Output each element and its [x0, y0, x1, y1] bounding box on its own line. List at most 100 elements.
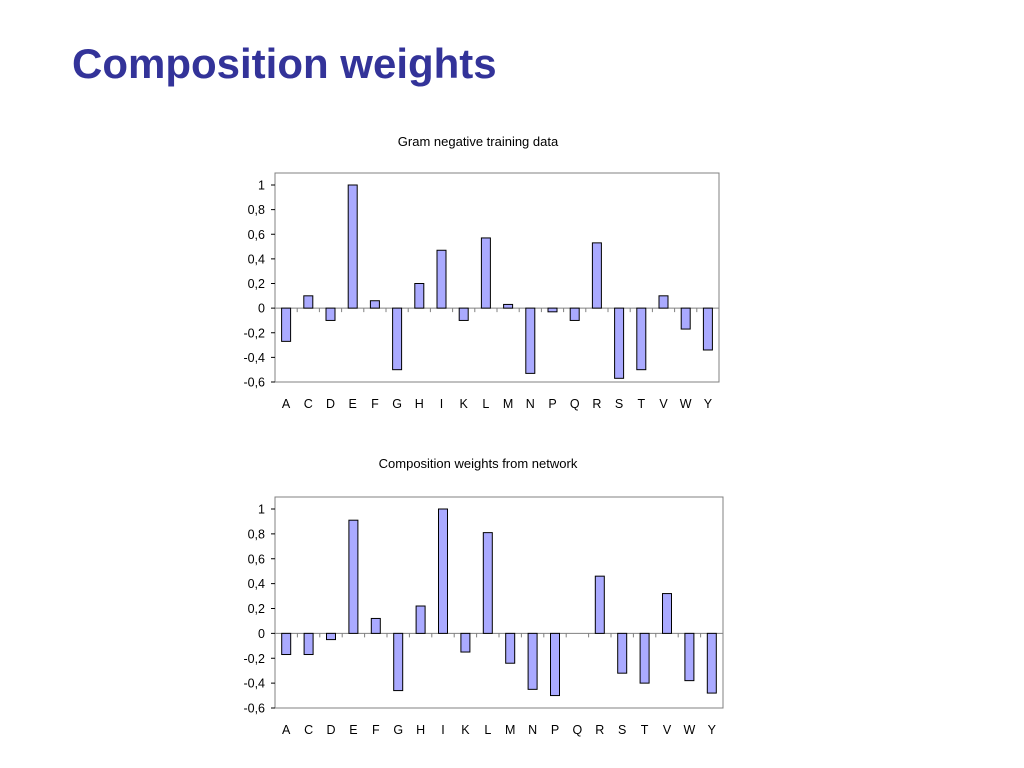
bar-k — [458, 307, 469, 321]
y-tick-label: 0 — [258, 302, 265, 316]
y-tick-label: 0,2 — [248, 277, 265, 291]
bar-t — [636, 307, 647, 371]
bar-q — [569, 307, 580, 321]
y-tick-label: 0,8 — [248, 527, 265, 541]
bar-f — [370, 617, 381, 634]
x-category-label: S — [615, 397, 623, 411]
y-tick-label: -0,2 — [243, 652, 265, 666]
x-category-label: V — [659, 397, 668, 411]
bar-r — [594, 575, 605, 634]
bar-g — [392, 307, 403, 371]
x-category-label: G — [392, 397, 402, 411]
chart-title: Composition weights from network — [379, 456, 578, 471]
x-category-label: P — [551, 723, 559, 737]
bar-s — [614, 307, 625, 379]
x-category-label: K — [460, 397, 469, 411]
y-tick-label: 1 — [258, 179, 265, 193]
x-category-label: Q — [570, 397, 580, 411]
x-category-label: L — [482, 397, 489, 411]
plot-frame — [274, 496, 724, 709]
plot-frame — [274, 172, 720, 383]
y-tick-label: 0,2 — [248, 602, 265, 616]
x-category-label: F — [372, 723, 380, 737]
bar-e — [347, 184, 358, 309]
y-tick-label: 0,6 — [248, 228, 265, 242]
bar-h — [415, 605, 426, 634]
x-category-label: L — [484, 723, 491, 737]
x-category-label: E — [349, 723, 357, 737]
bar-n — [525, 307, 536, 374]
x-category-label: C — [304, 723, 313, 737]
y-tick-label: 0,4 — [248, 577, 265, 591]
bar-y — [702, 307, 713, 351]
x-category-label: H — [415, 397, 424, 411]
y-tick-label: 0,8 — [248, 203, 265, 217]
x-category-label: V — [663, 723, 672, 737]
x-category-label: I — [440, 397, 443, 411]
bar-i — [436, 249, 447, 309]
bar-k — [460, 632, 471, 653]
bar-v — [658, 295, 669, 309]
bar-w — [684, 632, 695, 682]
y-tick-label: 0 — [258, 627, 265, 641]
bar-a — [281, 632, 292, 656]
bar-f — [369, 300, 380, 309]
x-category-label: D — [326, 397, 335, 411]
bar-t — [639, 632, 650, 684]
bar-l — [480, 237, 491, 309]
bar-r — [591, 242, 602, 309]
x-category-label: A — [282, 397, 291, 411]
bar-m — [505, 632, 516, 664]
x-category-label: G — [393, 723, 403, 737]
x-category-label: T — [641, 723, 649, 737]
x-category-label: T — [637, 397, 645, 411]
x-category-label: I — [441, 723, 444, 737]
x-category-label: Y — [704, 397, 713, 411]
chart-gram-negative: Gram negative training data 1 0,8 0,6 0,4 0,… — [243, 134, 720, 411]
bar-e — [348, 519, 359, 634]
x-category-label: F — [371, 397, 379, 411]
chart-title: Gram negative training data — [398, 134, 559, 149]
bar-c — [303, 632, 314, 656]
x-category-label: H — [416, 723, 425, 737]
bar-d — [325, 307, 336, 321]
bar-h — [414, 283, 425, 309]
x-category-label: P — [548, 397, 556, 411]
slide-title: Composition weights — [72, 40, 497, 87]
x-category-label: M — [505, 723, 515, 737]
bar-y — [706, 632, 717, 694]
bar-g — [393, 632, 404, 692]
x-category-label: C — [304, 397, 313, 411]
y-tick-label: -0,6 — [243, 702, 265, 716]
x-category-label: Q — [573, 723, 583, 737]
y-tick-label: 0,4 — [248, 252, 265, 266]
y-tick-label: 1 — [258, 503, 265, 517]
x-category-label: E — [349, 397, 357, 411]
y-tick-label: -0,2 — [243, 326, 265, 340]
chart-network-weights: Composition weights from network 1 0,8 0,6… — [243, 456, 724, 737]
y-tick-label: 0,6 — [248, 552, 265, 566]
bar-w — [680, 307, 691, 330]
x-category-label: D — [326, 723, 335, 737]
bar-i — [438, 508, 448, 634]
bar-d — [326, 632, 336, 641]
x-category-label: N — [526, 397, 535, 411]
x-category-label: M — [503, 397, 513, 411]
bar-c — [303, 295, 314, 309]
x-category-label: S — [618, 723, 626, 737]
x-category-label: R — [592, 397, 601, 411]
x-category-label: A — [282, 723, 291, 737]
x-category-label: N — [528, 723, 537, 737]
y-tick-label: -0,4 — [243, 677, 265, 691]
bar-l — [482, 532, 493, 634]
bar-p — [547, 307, 558, 313]
x-category-label: W — [680, 397, 692, 411]
y-tick-label: -0,4 — [243, 351, 265, 365]
bar-m — [503, 303, 514, 309]
bar-n — [527, 632, 538, 690]
bar-p — [550, 632, 560, 697]
x-category-label: Y — [708, 723, 717, 737]
y-tick-label: -0,6 — [243, 376, 265, 390]
x-category-label: W — [683, 723, 695, 737]
